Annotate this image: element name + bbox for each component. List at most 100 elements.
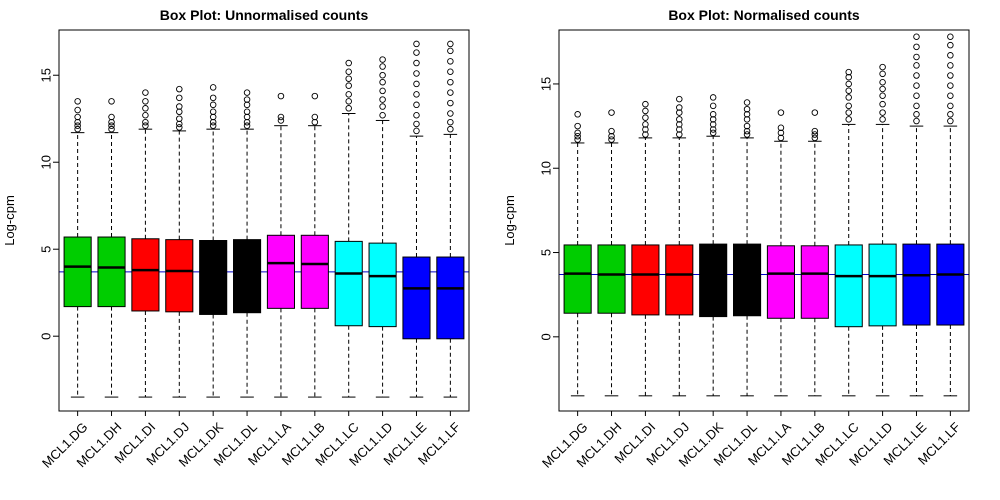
outlier-point (413, 127, 420, 135)
outlier-point (879, 100, 886, 108)
outlier-point (447, 110, 454, 117)
y-tick-label: 5 (38, 246, 53, 253)
outlier-point (845, 73, 852, 81)
outlier-point (108, 118, 115, 126)
outlier-point (845, 94, 852, 101)
outlier-point (676, 126, 683, 133)
outlier-point (176, 108, 183, 116)
outlier-point (447, 125, 454, 133)
box-body (63, 236, 92, 308)
outlier-point (608, 136, 615, 143)
box-body (368, 242, 397, 328)
outlier-point (574, 122, 581, 130)
outlier-point (608, 109, 615, 116)
outlier-point (845, 102, 852, 110)
chart-panel-2: Box Plot: Normalised counts Log-cpm 0 5 10 15… (502, 7, 970, 471)
outlier-point (709, 94, 717, 101)
outlier-point (209, 118, 217, 126)
outlier-point (413, 49, 420, 56)
box-body (699, 243, 728, 318)
outlier-point (845, 109, 852, 116)
outlier-point (811, 134, 819, 142)
outlier-point (642, 114, 649, 121)
outlier-point (811, 131, 819, 138)
outlier-point (709, 102, 717, 110)
outlier-point (413, 70, 420, 77)
outlier-point (209, 108, 217, 116)
outlier-point (947, 62, 954, 69)
y-tick-label: 15 (38, 68, 53, 82)
y-axis-ticks: 0 5 10 15 (538, 77, 559, 340)
outlier-point (676, 104, 683, 111)
outlier-point (176, 85, 183, 93)
outlier-point (243, 113, 251, 121)
outlier-point (879, 109, 886, 116)
outlier-point (345, 68, 352, 76)
outlier-point (413, 111, 420, 119)
box-body (266, 234, 295, 309)
outlier-point (243, 108, 251, 116)
outlier-point (743, 127, 751, 135)
box-body (631, 244, 660, 316)
outlier-point (913, 111, 920, 118)
box-body (131, 238, 160, 312)
outlier-point (345, 75, 352, 82)
outlier-point (642, 121, 649, 128)
outlier-point (913, 33, 920, 40)
outlier-point (913, 92, 920, 99)
outlier-point (345, 91, 352, 98)
outlier-point (811, 127, 819, 135)
outlier-point (142, 89, 149, 96)
outlier-point (709, 116, 717, 123)
outlier-point (209, 101, 217, 109)
outlier-point (345, 98, 352, 105)
outlier-point (676, 109, 683, 116)
outlier-point (845, 116, 852, 123)
outlier-point (947, 117, 954, 125)
outlier-point (74, 122, 81, 129)
outlier-point (277, 113, 285, 121)
outlier-point (243, 122, 251, 129)
outlier-point (608, 132, 615, 140)
outlier-point (108, 98, 115, 105)
outlier-point (879, 79, 886, 86)
outlier-point (447, 118, 454, 126)
outlier-point (413, 101, 420, 109)
y-tick-label: 0 (38, 333, 53, 340)
chart-title: Box Plot: Normalised counts (668, 7, 860, 23)
outlier-point (379, 63, 386, 70)
outlier-point (142, 105, 149, 112)
outlier-point (913, 102, 920, 110)
box-body (300, 234, 329, 309)
outlier-point (176, 124, 183, 131)
box-body (199, 240, 228, 315)
box-body (868, 243, 897, 327)
outlier-point (413, 80, 420, 88)
outlier-point (811, 109, 819, 116)
outlier-point (879, 70, 886, 78)
outlier-point (209, 122, 217, 129)
outlier-point (574, 136, 581, 143)
outlier-point (142, 111, 149, 119)
y-tick-label: 10 (38, 155, 53, 169)
box-body (563, 244, 592, 314)
outlier-point (142, 118, 149, 126)
outlier-point (379, 103, 386, 110)
box-body (834, 244, 863, 328)
outlier-point (176, 120, 183, 128)
outlier-point (777, 109, 785, 116)
outlier-point (447, 58, 454, 65)
y-tick-label: 15 (538, 77, 553, 91)
plot-frame (58, 29, 470, 412)
outlier-point (743, 111, 751, 118)
outlier-point (209, 94, 217, 102)
outlier-point (845, 87, 852, 94)
outlier-point (108, 113, 115, 121)
outlier-point (447, 78, 454, 86)
outlier-point (676, 121, 683, 128)
outlier-point (345, 105, 352, 112)
outlier-point (176, 103, 183, 110)
outlier-point (447, 68, 454, 76)
outlier-point (709, 129, 717, 137)
